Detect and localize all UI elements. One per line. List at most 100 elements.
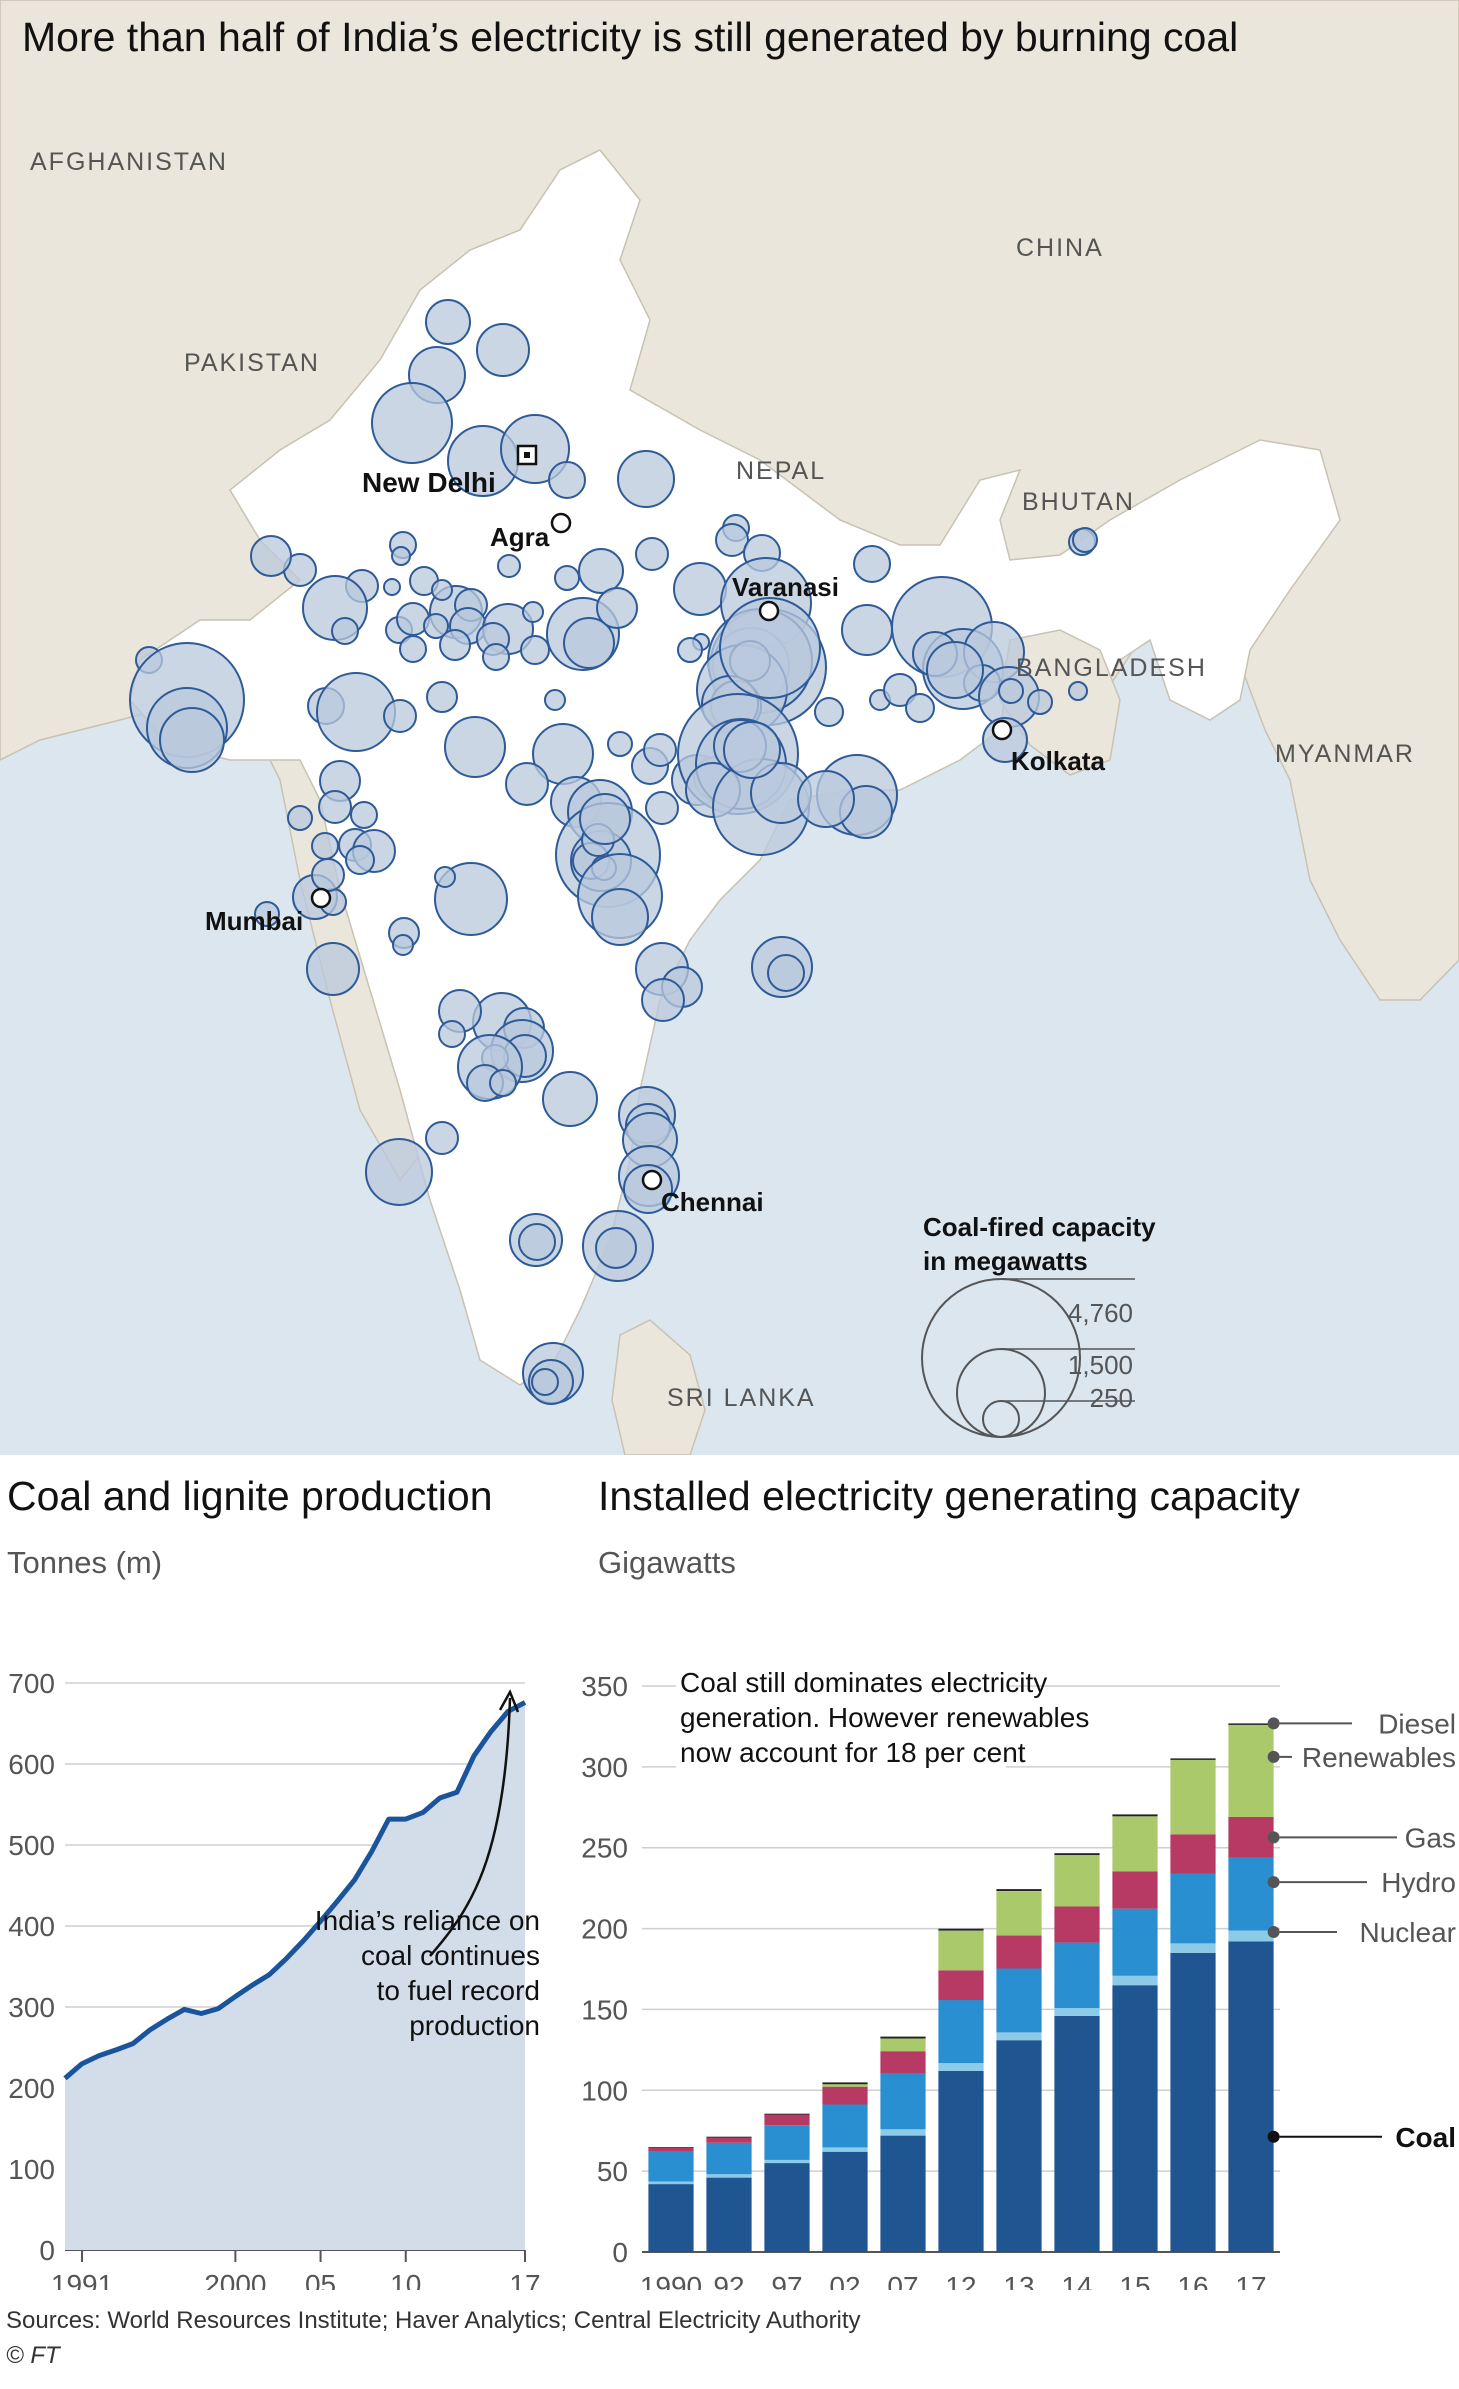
coal-plant-bubble — [544, 689, 566, 711]
legend-dot-renewables — [1267, 1750, 1280, 1763]
country-label-bhutan: BHUTAN — [1022, 488, 1135, 516]
left-x-axis-ticks: 1991 2000 05 10 17 — [51, 2250, 541, 2290]
coal-plant-bubble — [365, 1138, 433, 1206]
coal-plant-bubble — [1068, 681, 1088, 701]
coal-plant-bubble — [841, 604, 893, 656]
new-delhi-marker-dot — [524, 452, 530, 458]
coal-plant-bubble — [596, 587, 638, 629]
right-x-tick-label: 15 — [1119, 2271, 1150, 2290]
coal-plant-bubble — [489, 1069, 517, 1097]
bar-segment-hydro — [1170, 1873, 1216, 1944]
chart-title-coal-production: Coal and lignite production — [7, 1473, 493, 1519]
bar-segment-nuclear — [1228, 1930, 1274, 1942]
bubble-size-legend: Coal-fired capacity in megawatts 4,760 1… — [921, 1212, 1156, 1438]
legend-value-250: 250 — [1090, 1383, 1133, 1413]
bar-segment-nuclear — [996, 2032, 1042, 2041]
coal-plant-bubble — [522, 601, 544, 623]
bar-segment-renewables — [1170, 1759, 1216, 1835]
varanasi-marker — [758, 600, 780, 622]
capacity-annotation-line-2: generation. However renewables — [680, 1702, 1089, 1733]
bar-segment-renewables — [938, 1930, 984, 1971]
coal-plant-bubble — [423, 613, 449, 639]
coal-plant-bubble — [641, 978, 685, 1022]
city-label-agra: Agra — [490, 522, 550, 552]
annotation-arrow-head — [498, 1689, 520, 1713]
coal-plant-bubble — [316, 672, 396, 752]
bar-segment-hydro — [822, 2104, 868, 2148]
chart-title-installed-capacity: Installed electricity generating capacit… — [598, 1473, 1300, 1519]
bar-segment-diesel — [938, 1928, 984, 1931]
coal-plant-bubble — [250, 535, 292, 577]
legend-label-coal: Coal — [1395, 2122, 1456, 2153]
right-x-tick-label: 16 — [1177, 2271, 1208, 2290]
legend-title-line1: Coal-fired capacity — [923, 1212, 1156, 1242]
annotation-line-1: India’s reliance on — [315, 1905, 540, 1936]
city-label-mumbai: Mumbai — [205, 906, 303, 936]
bar-segment-hydro — [1228, 1857, 1274, 1931]
coal-plant-bubbles — [129, 299, 1098, 1405]
legend-value-1500: 1,500 — [1068, 1350, 1133, 1380]
bar-segment-nuclear — [706, 2174, 752, 2178]
annotation-line-2: coal continues — [361, 1940, 540, 1971]
right-x-tick-label: 13 — [1003, 2271, 1034, 2290]
coal-plant-bubble — [591, 888, 649, 946]
left-x-tick-label: 05 — [305, 2269, 336, 2290]
page-title: More than half of India’s electricity is… — [22, 14, 1239, 60]
left-y-tick-label: 0 — [39, 2235, 55, 2266]
map-panel: AFGHANISTAN PAKISTAN CHINA NEPAL BHUTAN … — [0, 0, 1459, 1455]
city-label-kolkata: Kolkata — [1011, 746, 1105, 776]
bar-segment-gas — [648, 2148, 694, 2152]
legend-label-diesel: Diesel — [1378, 1708, 1456, 1739]
capacity-annotation-line-1: Coal still dominates electricity — [680, 1667, 1047, 1698]
coal-plant-bubble — [814, 697, 844, 727]
bar-segment-diesel — [1112, 1814, 1158, 1817]
bar-segment-nuclear — [822, 2147, 868, 2152]
coal-plant-bubble — [482, 643, 510, 671]
bar-segment-gas — [1170, 1834, 1216, 1874]
bar-segment-diesel — [764, 2113, 810, 2115]
bar-segment-hydro — [1054, 1942, 1100, 2009]
country-label-afghanistan: AFGHANISTAN — [30, 148, 228, 176]
right-y-tick-label: 100 — [581, 2075, 628, 2106]
country-label-pakistan: PAKISTAN — [184, 349, 320, 377]
bar-segment-gas — [1228, 1817, 1274, 1858]
city-label-varanasi: Varanasi — [732, 572, 839, 602]
sri-lanka-land — [611, 1319, 706, 1455]
bar-segment-diesel — [996, 1889, 1042, 1891]
bar-segment-coal — [880, 2135, 926, 2252]
bar-segment-hydro — [706, 2142, 752, 2175]
coal-plant-bubble — [617, 450, 675, 508]
bar-segment-gas — [1112, 1871, 1158, 1909]
bar-segment-nuclear — [938, 2063, 984, 2071]
coal-plant-bubble — [383, 578, 401, 596]
kolkata-marker — [991, 719, 1013, 741]
bar-segment-hydro — [996, 1968, 1042, 2033]
coal-plant-bubble — [439, 629, 471, 661]
bar-segment-diesel — [648, 2147, 694, 2148]
bar-segment-coal — [706, 2177, 752, 2252]
legend-dot-coal — [1267, 2130, 1280, 2143]
right-x-tick-label: 92 — [713, 2271, 744, 2290]
bar-segment-coal — [1054, 2015, 1100, 2252]
legend-label-renewables: Renewables — [1302, 1742, 1456, 1773]
bar-segment-renewables — [1112, 1816, 1158, 1872]
coal-plant-bubble — [677, 637, 703, 663]
coal-plant-bubble — [554, 565, 580, 591]
coal-plant-bubble — [434, 866, 456, 888]
coal-plant-bubble — [719, 597, 821, 699]
coal-plant-bubble — [853, 545, 891, 583]
bar-segment-coal — [764, 2163, 810, 2252]
bar-segment-coal — [938, 2070, 984, 2252]
bar-segment-nuclear — [1112, 1975, 1158, 1986]
coal-plant-bubble — [1027, 689, 1053, 715]
bar-segment-gas — [764, 2114, 810, 2125]
annotation-background — [676, 1662, 1006, 1768]
bar-segment-hydro — [880, 2073, 926, 2130]
country-label-china: CHINA — [1016, 234, 1104, 262]
country-label-bangladesh: BANGLADESH — [1016, 654, 1207, 682]
bar-segment-renewables — [822, 2084, 868, 2087]
bar-segment-coal — [822, 2151, 868, 2252]
coal-plant-bubble — [350, 801, 378, 829]
left-y-tick-label: 500 — [8, 1830, 55, 1861]
